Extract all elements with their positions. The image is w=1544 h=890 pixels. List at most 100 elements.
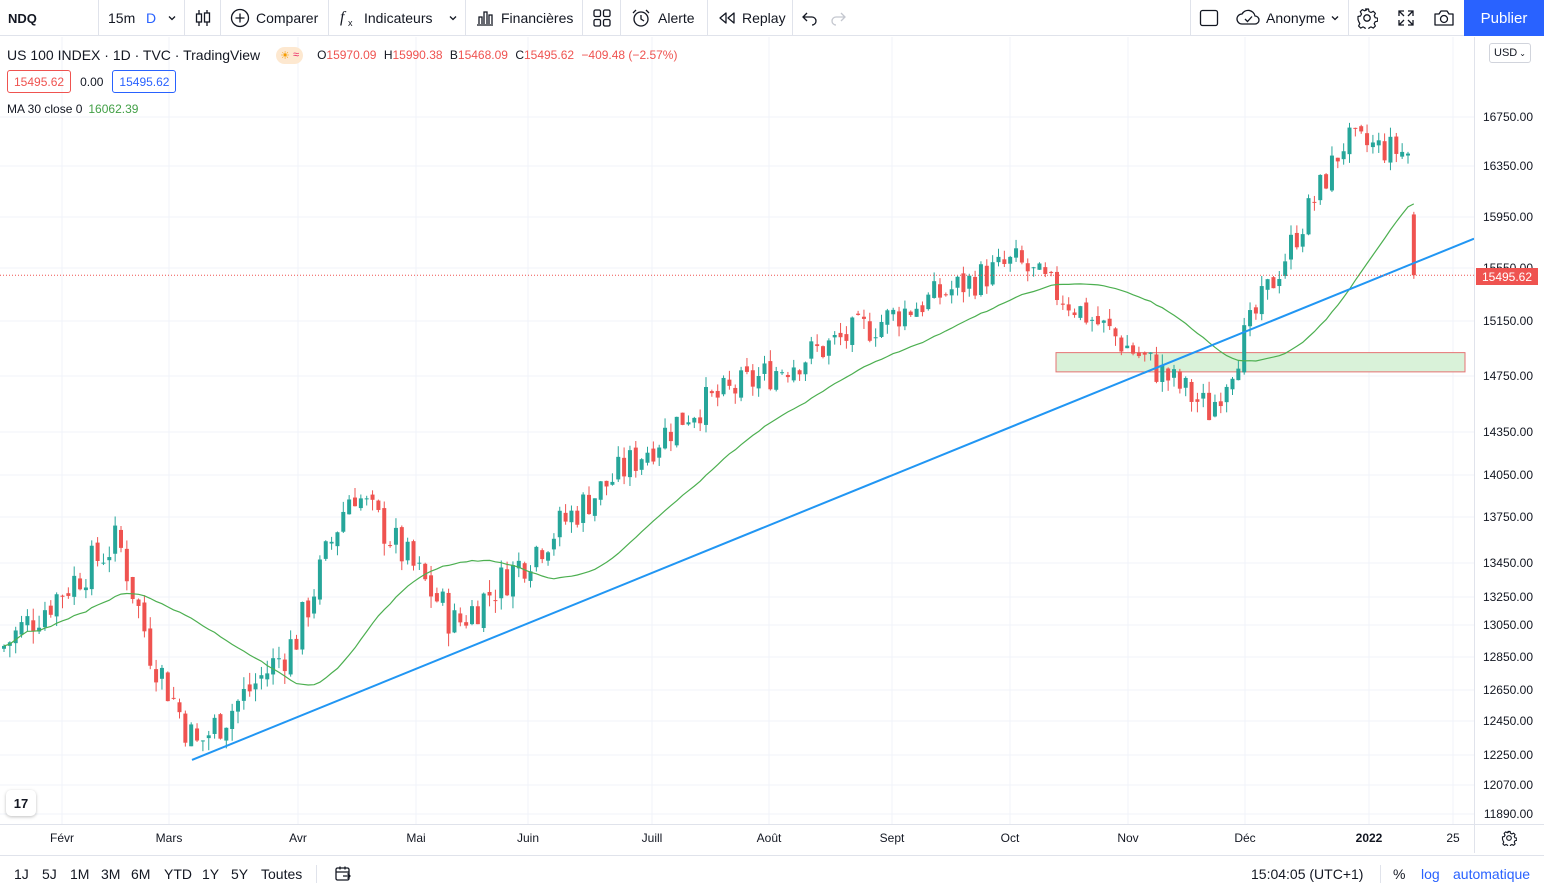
chart-legend[interactable]: US 100 INDEX · 1D · TVC · TradingView ☀ … — [7, 46, 677, 64]
range-1d-button[interactable]: 1J — [14, 865, 29, 882]
symbol-title[interactable]: US 100 INDEX · 1D · TVC · TradingView — [7, 47, 261, 63]
ma-legend[interactable]: MA 30 close 0 16062.39 — [7, 102, 138, 116]
price-tick-label: 12450.00 — [1483, 714, 1533, 728]
alert-button[interactable]: Alerte — [630, 0, 695, 36]
candle-body — [663, 427, 668, 449]
candle-body — [797, 370, 802, 375]
price-chart[interactable]: 16750.0016350.0015950.0015550.0015150.00… — [0, 37, 1544, 853]
candle-body — [1277, 279, 1282, 287]
candle-body — [1031, 267, 1036, 269]
sell-price-button[interactable]: 15495.62 — [7, 70, 72, 93]
currency-selector[interactable]: USD ⌄ — [1489, 43, 1531, 63]
candle-body — [1019, 250, 1024, 263]
range-6m-button[interactable]: 6M — [131, 865, 151, 882]
candle-body — [130, 576, 135, 599]
range-1m-button[interactable]: 1M — [70, 865, 90, 882]
candle-body — [1078, 306, 1083, 318]
candle-body — [470, 606, 474, 625]
buy-price-button[interactable]: 15495.62 — [112, 70, 177, 93]
support-zone — [1055, 352, 1466, 373]
candle-body — [1394, 136, 1399, 154]
fullscreen-icon[interactable] — [1396, 0, 1416, 36]
percent-toggle[interactable]: % — [1393, 865, 1406, 882]
tradingview-logo[interactable]: 17 — [6, 790, 36, 816]
financials-label: Financières — [501, 10, 574, 26]
candle-body — [72, 575, 77, 597]
range-3m-button[interactable]: 3M — [101, 865, 121, 882]
gear-icon[interactable] — [1356, 0, 1378, 36]
candle-body — [1359, 126, 1364, 132]
candle-body — [481, 593, 486, 629]
clock-timezone[interactable]: 15:04:05 (UTC+1) — [1251, 865, 1364, 882]
candle-body — [1242, 325, 1247, 373]
currency-label: USD — [1494, 47, 1518, 59]
toolbar-divider — [316, 865, 317, 883]
range-1y-button[interactable]: 1Y — [202, 865, 220, 882]
publish-button[interactable]: Publier — [1464, 0, 1544, 36]
candle-body — [195, 728, 200, 741]
candle-body — [1195, 399, 1200, 402]
price-tick-label: 14750.00 — [1483, 369, 1533, 383]
candle-body — [1341, 151, 1346, 160]
camera-icon[interactable] — [1433, 0, 1455, 36]
price-tick-label: 12650.00 — [1483, 683, 1533, 697]
candle-body — [1160, 364, 1165, 382]
candle-body — [376, 500, 381, 510]
candle-body — [25, 616, 30, 626]
candle-body — [505, 569, 510, 596]
candle-body — [920, 305, 925, 313]
range-5d-button[interactable]: 5J — [42, 865, 57, 882]
candle-body — [996, 256, 1001, 263]
candle-body — [317, 559, 322, 600]
candle-body — [1306, 198, 1311, 235]
range-5y-button[interactable]: 5Y — [231, 865, 249, 882]
candle-body — [1271, 277, 1276, 289]
layout-grid-icon[interactable] — [592, 0, 612, 36]
range-all-button[interactable]: Toutes — [261, 865, 303, 882]
replay-button[interactable]: Replay — [718, 0, 786, 36]
symbol-search-button[interactable]: NDQ — [8, 10, 37, 26]
price-tick-label: 16350.00 — [1483, 159, 1533, 173]
candle-body — [1265, 279, 1270, 290]
interval-button[interactable]: 15m — [108, 10, 136, 26]
candle-body — [312, 596, 317, 614]
interval-daily-button[interactable]: D — [146, 10, 157, 26]
candle-body — [1084, 302, 1089, 323]
auto-scale-toggle[interactable]: automatique — [1453, 865, 1531, 882]
candle-body — [984, 265, 989, 287]
candles-icon[interactable] — [194, 0, 212, 36]
financials-button[interactable]: Financières — [475, 0, 573, 36]
time-tick-label: Oct — [1001, 831, 1020, 845]
candle-body — [224, 727, 229, 741]
redo-icon[interactable] — [829, 0, 847, 36]
log-scale-toggle[interactable]: log — [1421, 865, 1440, 882]
chart-grid — [0, 37, 1474, 824]
chevron-down-icon[interactable] — [167, 0, 177, 36]
chevron-down-icon[interactable] — [1330, 0, 1340, 36]
chevron-down-icon[interactable] — [448, 0, 458, 36]
compare-button[interactable]: Comparer — [230, 0, 318, 36]
calendar-arrow-icon[interactable] — [334, 856, 352, 890]
candle-body — [610, 481, 615, 485]
candle-body — [990, 262, 995, 285]
candle-body — [1172, 369, 1176, 378]
account-button[interactable]: Anonyme — [1236, 0, 1325, 36]
chart-pane[interactable]: 16750.0016350.0015950.0015550.0015150.00… — [0, 37, 1544, 853]
candle-body — [218, 714, 223, 739]
candle-body — [335, 532, 340, 547]
range-ytd-button[interactable]: YTD — [164, 865, 192, 882]
price-tick-label: 12850.00 — [1483, 650, 1533, 664]
candle-body — [294, 638, 299, 650]
undo-icon[interactable] — [801, 0, 819, 36]
toolbar-divider — [707, 0, 708, 36]
gear-icon[interactable] — [1501, 830, 1518, 851]
candle-body — [417, 562, 422, 564]
square-icon[interactable] — [1199, 0, 1219, 36]
candle-body — [750, 370, 755, 387]
candle-body — [1353, 127, 1358, 129]
candle-body — [306, 600, 311, 618]
change-value: −409.48 (−2.57%) — [581, 48, 678, 62]
candle-body — [575, 510, 580, 525]
time-tick-label: Juin — [517, 831, 539, 845]
